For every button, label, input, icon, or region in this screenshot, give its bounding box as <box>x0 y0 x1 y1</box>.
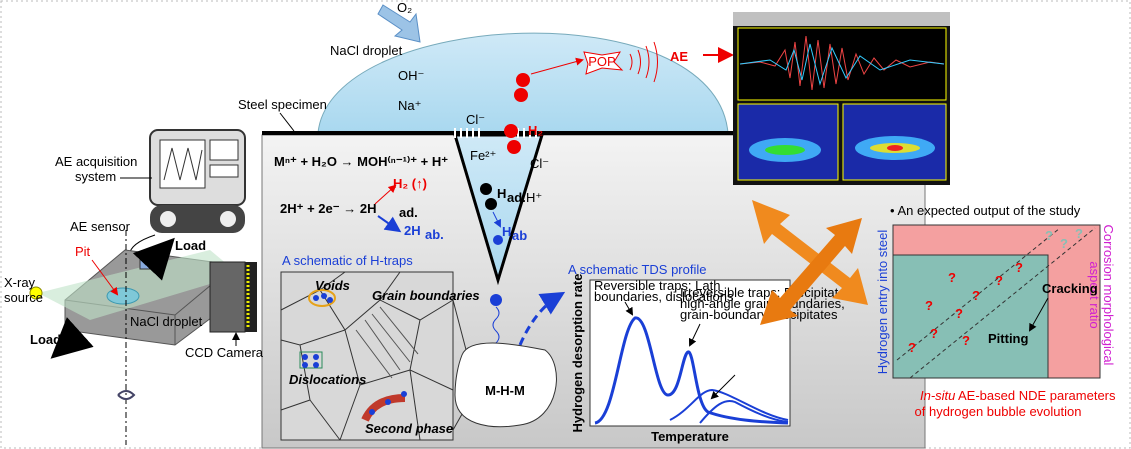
h-adsorbed-sub: ad. <box>507 190 526 205</box>
traps-title: A schematic of H-traps <box>282 253 413 268</box>
mhm: M-H-M <box>485 383 525 398</box>
reaction-2-sub: ad. <box>399 205 418 220</box>
question-mark: ? <box>972 288 980 303</box>
question-mark: ? <box>1015 260 1023 275</box>
h-absorbed-pit-sub: ab <box>512 228 527 243</box>
question-mark: ? <box>925 298 933 313</box>
tds-title: A schematic TDS profile <box>568 262 706 277</box>
setup-label: X-ray <box>4 275 36 290</box>
trap-label: Dislocations <box>289 372 366 387</box>
setup-label: AE acquisition <box>55 154 137 169</box>
ion: Cl⁻ <box>466 112 485 127</box>
h-atom <box>490 294 502 306</box>
ion: H⁺ <box>526 190 542 205</box>
setup-label: Pit <box>75 244 91 259</box>
question-mark: ? <box>1060 236 1068 251</box>
h-atom <box>480 183 492 195</box>
setup-label: system <box>75 169 116 184</box>
ae-label: AE <box>670 49 688 64</box>
question-mark: ? <box>1075 226 1083 241</box>
setup-label: CCD Camera <box>185 345 264 360</box>
trap-label: Grain boundaries <box>372 288 480 303</box>
question-mark: ? <box>955 306 963 321</box>
diagram: NaCl droplet O₂ OH⁻ Na⁺ Cl⁻ Fe²⁺ Cl⁻ H⁺ … <box>0 0 1131 449</box>
question-mark: ? <box>930 326 938 341</box>
tds-ylabel: Hydrogen desorption rate <box>570 274 585 433</box>
h2-evolution: H₂ (↑) <box>393 176 427 191</box>
pop: POP <box>588 54 615 69</box>
tds-xlabel: Temperature <box>651 429 729 444</box>
h-atom <box>493 235 503 245</box>
ion: OH⁻ <box>398 68 424 83</box>
trap-label: Second phase <box>365 421 453 436</box>
output-ylabel: Hydrogen entry into steel <box>875 230 890 375</box>
specimen-droplet <box>107 288 139 304</box>
ccd-camera <box>210 262 257 332</box>
setup-label: AE sensor <box>70 219 131 234</box>
ion: Fe²⁺ <box>470 148 496 163</box>
trap-label: Voids <box>315 278 350 293</box>
question-mark: ? <box>962 333 970 348</box>
droplet-label: NaCl droplet <box>330 43 403 58</box>
question-mark: ? <box>908 340 916 355</box>
h2-label: H₂ <box>528 123 543 138</box>
h-absorbed-pit: H <box>502 224 511 239</box>
specimen-label: Steel specimen <box>238 97 327 112</box>
o2: O₂ <box>397 0 412 15</box>
setup-label: source <box>4 290 43 305</box>
ae-device <box>150 130 245 233</box>
h-atom <box>485 198 497 210</box>
h-absorbed: 2H <box>404 223 421 238</box>
reaction-1: Mⁿ⁺ + H₂O → MOH⁽ⁿ⁻¹⁾⁺ + H⁺ <box>274 154 448 169</box>
caption: AE-based NDE parameters <box>958 388 1116 403</box>
reaction-2: 2H⁺ + 2e⁻ → 2H <box>280 201 376 216</box>
setup-label: NaCl droplet <box>130 314 203 329</box>
leader <box>280 113 294 131</box>
ion: Na⁺ <box>398 98 421 113</box>
ae-sensor <box>140 255 154 269</box>
tds-note: grain-boundary precipitates <box>680 307 838 322</box>
question-mark: ? <box>948 270 956 285</box>
h-adsorbed: H <box>497 186 506 201</box>
pitting: Pitting <box>988 331 1028 346</box>
question-mark: ? <box>1045 228 1053 243</box>
setup-label: Load <box>175 238 206 253</box>
setup-label: Load <box>30 332 61 347</box>
ae-signal-screen <box>733 12 950 185</box>
cracking: Cracking <box>1042 281 1098 296</box>
question-mark: ? <box>995 273 1003 288</box>
h-absorbed-sub: ab. <box>425 227 444 242</box>
output-title: • An expected output of the study <box>890 203 1081 218</box>
caption: of hydrogen bubble evolution <box>915 404 1082 419</box>
caption: In-situ <box>920 388 955 403</box>
output-right-label: Corrosion morphological <box>1101 225 1116 366</box>
ion: Cl⁻ <box>530 156 549 171</box>
